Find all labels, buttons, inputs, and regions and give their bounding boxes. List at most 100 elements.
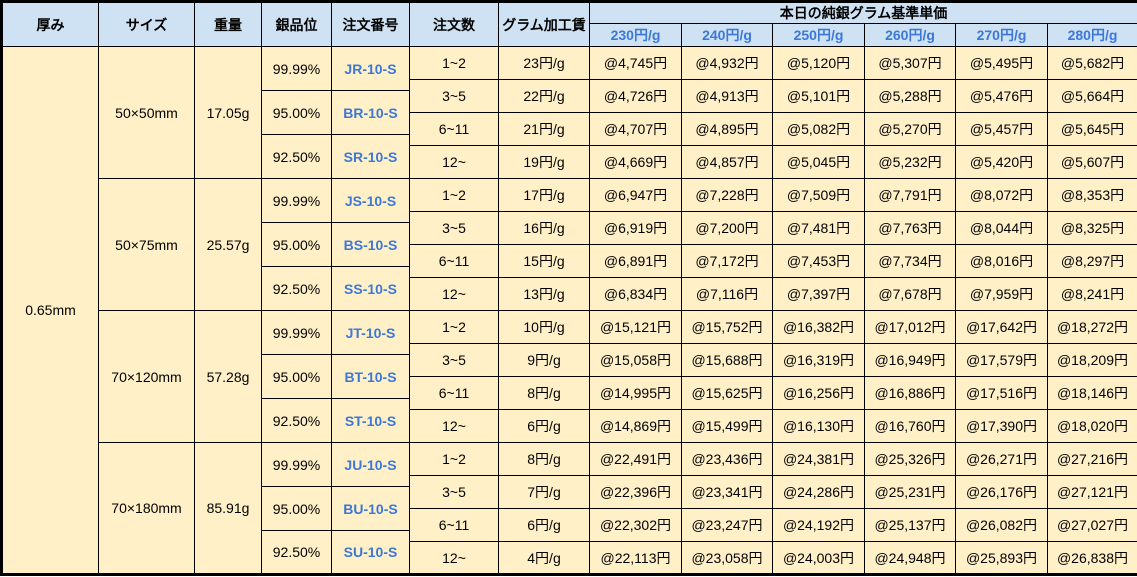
table-row: 92.50% SS-10-S	[2, 266, 1137, 311]
price-cell: @7,791円	[864, 178, 956, 212]
price-cell: @8,241円	[1047, 277, 1137, 311]
price-cell: @24,948円	[864, 541, 956, 575]
price-cell: @5,495円	[955, 46, 1048, 80]
order-code-cell: SU-10-S	[331, 530, 410, 575]
gram-fee-cell: 23円/g	[498, 46, 590, 80]
price-cell: @26,082円	[955, 508, 1048, 542]
price-cell: @24,381円	[772, 442, 865, 476]
table-row: 70×180mm 85.91g 99.99% JU-10-S 1~2 8円/g @22,49…	[2, 442, 1137, 575]
purity-cell: 99.99%	[261, 178, 332, 223]
price-cell: @8,325円	[1047, 211, 1137, 245]
purity-cell: 92.50%	[261, 398, 332, 443]
table-row: 95.00% BR-10-S	[2, 90, 1137, 135]
order-code-cell: SS-10-S	[331, 266, 410, 311]
price-cell: @24,286円	[772, 475, 865, 509]
size-cell: 70×120mm	[98, 310, 195, 443]
price-cell: @16,382円	[772, 310, 865, 344]
price-cell: @23,058円	[681, 541, 773, 575]
price-cell: @14,869円	[589, 409, 682, 443]
order-code-cell: BR-10-S	[331, 90, 410, 135]
price-cell: @15,058円	[589, 343, 682, 377]
gram-fee-cell: 6円/g	[498, 409, 590, 443]
purity-cell: 95.00%	[261, 486, 332, 531]
price-cell: @17,012円	[864, 310, 956, 344]
price-cell: @15,752円	[681, 310, 773, 344]
price-cell: @7,228円	[681, 178, 773, 212]
order-code-cell: JT-10-S	[331, 310, 410, 355]
col-header-order-code: 注文番号	[331, 1, 410, 47]
col-header-size: サイズ	[98, 1, 195, 47]
purity-cell: 92.50%	[261, 530, 332, 575]
col-header-price-2: 240円/g	[681, 23, 773, 47]
col-header-price-6: 280円/g	[1047, 23, 1137, 47]
table-row: 3~5 22円/g @4,726円 @4,913円 @5,101円 @5,288円 @5,4…	[2, 79, 1137, 113]
weight-cell: 85.91g	[194, 442, 262, 575]
price-cell: @25,231円	[864, 475, 956, 509]
price-cell: @8,297円	[1047, 244, 1137, 278]
table-row: 95.00% BU-10-S	[2, 486, 1137, 531]
price-cell: @6,891円	[589, 244, 682, 278]
gram-fee-cell: 7円/g	[498, 475, 590, 509]
order-qty-cell: 3~5	[409, 475, 499, 509]
table-row: 50×75mm 25.57g 99.99% JS-10-S 1~2 17円/g @6,947…	[2, 178, 1137, 311]
price-cell: @27,027円	[1047, 508, 1137, 542]
purity-cell: 95.00%	[261, 90, 332, 135]
price-cell: @18,272円	[1047, 310, 1137, 344]
price-cell: @7,172円	[681, 244, 773, 278]
order-code-cell: SR-10-S	[331, 134, 410, 179]
order-qty-cell: 6~11	[409, 244, 499, 278]
order-qty-cell: 1~2	[409, 178, 499, 212]
price-cell: @5,288円	[864, 79, 956, 113]
price-cell: @4,932円	[681, 46, 773, 80]
table-row: 95.00% BT-10-S	[2, 354, 1137, 399]
price-cell: @5,607円	[1047, 145, 1137, 179]
col-header-weight: 重量	[194, 1, 262, 47]
order-qty-cell: 12~	[409, 409, 499, 443]
price-cell: @5,082円	[772, 112, 865, 146]
price-cell: @6,834円	[589, 277, 682, 311]
order-qty-cell: 6~11	[409, 112, 499, 146]
table-row: 12~ 13円/g @6,834円 @7,116円 @7,397円 @7,678円 @7,9…	[2, 277, 1137, 311]
price-cell: @7,453円	[772, 244, 865, 278]
price-cell: @5,682円	[1047, 46, 1137, 80]
price-cell: @25,137円	[864, 508, 956, 542]
col-header-price-3: 250円/g	[772, 23, 865, 47]
table-row: 12~ 4円/g @22,113円 @23,058円 @24,003円 @24,948円 @…	[2, 541, 1137, 575]
price-cell: @5,476円	[955, 79, 1048, 113]
price-cell: @4,726円	[589, 79, 682, 113]
price-cell: @26,176円	[955, 475, 1048, 509]
price-cell: @7,397円	[772, 277, 865, 311]
col-header-purity: 銀品位	[261, 1, 332, 47]
order-code-cell: JR-10-S	[331, 46, 410, 91]
gram-fee-cell: 6円/g	[498, 508, 590, 542]
table-row: 92.50% ST-10-S	[2, 398, 1137, 443]
purity-cell: 92.50%	[261, 134, 332, 179]
price-cell: @6,919円	[589, 211, 682, 245]
gram-fee-cell: 21円/g	[498, 112, 590, 146]
price-cell: @16,760円	[864, 409, 956, 443]
size-cell: 50×50mm	[98, 46, 195, 179]
gram-fee-cell: 10円/g	[498, 310, 590, 344]
col-header-base-price-group: 本日の純銀グラム基準単価	[589, 1, 1137, 24]
price-cell: @23,341円	[681, 475, 773, 509]
order-code-cell: BT-10-S	[331, 354, 410, 399]
gram-fee-cell: 17円/g	[498, 178, 590, 212]
table-row: 70×120mm 57.28g 99.99% JT-10-S 1~2 10円/g @15,1…	[2, 310, 1137, 443]
order-code-cell: ST-10-S	[331, 398, 410, 443]
order-code-cell: JU-10-S	[331, 442, 410, 487]
col-header-price-5: 270円/g	[955, 23, 1048, 47]
price-cell: @24,003円	[772, 541, 865, 575]
price-cell: @5,120円	[772, 46, 865, 80]
price-cell: @7,763円	[864, 211, 956, 245]
price-cell: @17,642円	[955, 310, 1048, 344]
price-cell: @23,247円	[681, 508, 773, 542]
price-cell: @15,625円	[681, 376, 773, 410]
price-cell: @26,271円	[955, 442, 1048, 476]
price-cell: @16,319円	[772, 343, 865, 377]
price-cell: @16,949円	[864, 343, 956, 377]
price-cell: @7,678円	[864, 277, 956, 311]
weight-cell: 25.57g	[194, 178, 262, 311]
price-cell: @16,886円	[864, 376, 956, 410]
gram-fee-cell: 16円/g	[498, 211, 590, 245]
purity-cell: 99.99%	[261, 442, 332, 487]
